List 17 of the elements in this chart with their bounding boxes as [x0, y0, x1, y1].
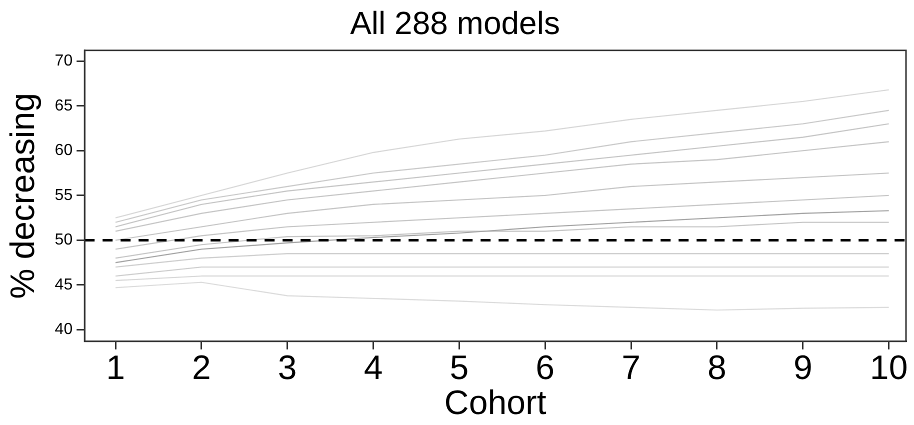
x-tick-label: 7 [622, 349, 641, 388]
y-tick-label: 70 [54, 52, 73, 70]
y-axis-title: % decreasing [4, 92, 42, 299]
x-tick-label: 9 [793, 349, 812, 388]
y-tick-label: 65 [54, 97, 73, 114]
x-tick-label: 4 [364, 349, 383, 388]
y-tick-label: 50 [54, 232, 73, 249]
chart-title: All 288 models [350, 5, 560, 42]
y-tick-label: 55 [54, 186, 73, 204]
y-tick-label: 40 [54, 321, 73, 338]
y-tick-label: 60 [54, 142, 73, 160]
x-tick-label: 1 [106, 349, 125, 388]
x-tick-label: 2 [192, 349, 211, 388]
x-tick-label: 10 [870, 349, 908, 388]
x-tick-label: 8 [708, 349, 726, 388]
y-tick-label: 45 [54, 276, 73, 294]
x-tick-label: 3 [278, 349, 297, 388]
